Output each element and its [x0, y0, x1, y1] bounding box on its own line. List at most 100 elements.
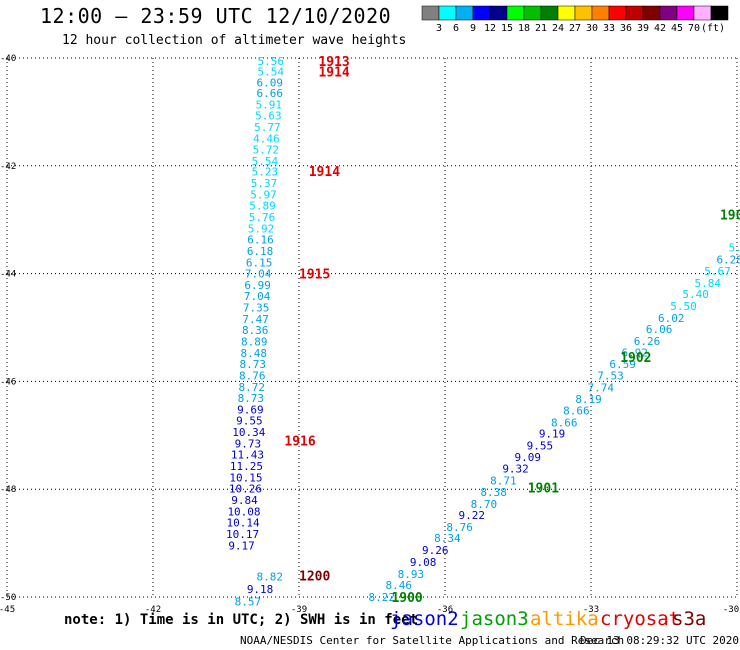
colorbar-label: 21 [535, 23, 547, 34]
time-label: 1901 [528, 482, 559, 497]
colorbar-swatch [608, 5, 627, 21]
time-label: 1914 [309, 165, 340, 180]
colorbar-swatch [693, 5, 712, 21]
colorbar-swatch [574, 5, 593, 21]
swh-value-label: 9.22 [459, 509, 486, 522]
swh-value-label: 8.34 [434, 532, 461, 545]
colorbar-label: 42 [654, 23, 666, 34]
colorbar-swatch [506, 5, 525, 21]
colorbar-swatch [710, 5, 729, 21]
swh-value-label: 10.15 [229, 471, 262, 484]
swh-value-label: 9.17 [228, 539, 255, 552]
x-tick-label: -33 [583, 605, 599, 615]
swh-value-label: 5.50 [670, 300, 697, 313]
swh-value-label: 9.08 [410, 556, 437, 569]
time-label: 1913 [318, 55, 349, 70]
swh-value-label: 5.84 [695, 277, 722, 290]
colorbar-swatch [489, 5, 508, 21]
time-label: 1914 [318, 65, 349, 80]
colorbar-swatch [676, 5, 695, 21]
colorbar-swatch [659, 5, 678, 21]
swh-value-label: 6.09 [257, 76, 284, 89]
swh-value-label: 9.18 [247, 583, 274, 596]
swh-value-label: 6.16 [247, 234, 274, 247]
footer-credit: NOAA/NESDIS Center for Satellite Applica… [240, 634, 625, 647]
footer-timestamp: Dec 13 08:29:32 UTC 2020 [580, 634, 739, 647]
swh-value-label: 8.70 [471, 498, 498, 511]
satellite-altika: altika [530, 608, 599, 630]
swh-value-label: 10.17 [226, 528, 259, 541]
swh-value-label: 10.34 [232, 426, 265, 439]
colorbar-label: 70 [688, 23, 700, 34]
swh-value-label: 8.36 [242, 324, 269, 337]
colorbar-swatch [557, 5, 576, 21]
swh-value-label: 6.26 [634, 335, 661, 348]
swh-value-label: 8.19 [575, 393, 602, 406]
colorbar-label: 15 [501, 23, 513, 34]
swh-value-label: 8.73 [238, 392, 265, 405]
swh-value-label: 6.15 [246, 256, 273, 269]
x-tick-label: -42 [145, 605, 161, 615]
page-subtitle: 12 hour collection of altimeter wave hei… [62, 33, 407, 48]
satellite-jason2: jason2 [390, 608, 459, 630]
swh-value-label: 5.56 [258, 55, 285, 68]
swh-value-label: 8.66 [551, 416, 578, 429]
swh-value-label: 6.06 [646, 323, 673, 336]
y-tick-label: -40 [0, 54, 16, 64]
swh-value-label: 9.19 [539, 428, 566, 441]
y-tick-label: -46 [0, 377, 16, 387]
swh-value-label: 8.76 [446, 521, 473, 534]
swh-value-label: 6.99 [244, 279, 271, 292]
swh-value-label: 8.73 [240, 358, 267, 371]
y-tick-label: -50 [0, 593, 16, 603]
satellite-cryosat: cryosat [600, 608, 681, 630]
swh-value-label: 9.32 [502, 463, 529, 476]
swh-value-label: 10.14 [226, 517, 259, 530]
swh-value-label: 5.92 [248, 222, 275, 235]
swh-value-label: 8.93 [398, 568, 425, 581]
y-tick-label: -42 [0, 162, 16, 172]
colorbar-label: 12 [484, 23, 496, 34]
swh-value-label: 6.02 [658, 312, 685, 325]
colorbar-label: 27 [569, 23, 581, 34]
colorbar-swatch [523, 5, 542, 21]
swh-value-label: 9.09 [514, 451, 541, 464]
colorbar-label: 18 [518, 23, 530, 34]
swh-value-label: 7.53 [597, 369, 624, 382]
page-title: 12:00 — 23:59 UTC 12/10/2020 [40, 4, 392, 28]
swh-value-label: 10.26 [229, 483, 262, 496]
colorbar-swatch [438, 5, 457, 21]
colorbar-label: 33 [603, 23, 615, 34]
x-tick-label: -36 [437, 605, 453, 615]
swh-value-label: 8.38 [480, 486, 507, 499]
colorbar-swatch [642, 5, 661, 21]
x-tick-label: -45 [0, 605, 15, 615]
colorbar-label: 24 [552, 23, 564, 34]
swh-value-label: 5.63 [255, 110, 282, 123]
x-tick-label: -30 [723, 605, 739, 615]
swh-value-label: 9.69 [237, 403, 264, 416]
swh-value-label: 7.74 [587, 381, 614, 394]
swh-value-label: 6.28 [716, 254, 740, 267]
colorbar-swatch [455, 5, 474, 21]
swh-value-label: 5.89 [249, 200, 276, 213]
swh-value-label: 4.46 [253, 132, 280, 145]
colorbar-label: 45 [671, 23, 683, 34]
swh-value-label: 5.38 [729, 242, 740, 255]
colorbar-unit: (ft) [701, 23, 725, 34]
y-tick-label: -44 [0, 270, 16, 280]
swh-value-label: 7.35 [243, 302, 270, 315]
time-label: 1916 [284, 435, 315, 450]
colorbar-label: 6 [453, 23, 459, 34]
swh-value-label: 5.54 [252, 155, 279, 168]
swh-value-label: 8.46 [386, 579, 413, 592]
swh-value-label: 5.67 [704, 265, 731, 278]
time-label: 1900 [391, 591, 422, 606]
time-label: 1915 [299, 268, 330, 283]
swh-value-label: 8.71 [490, 475, 517, 488]
swh-value-label: 6.66 [257, 87, 284, 100]
swh-value-label: 5.77 [254, 121, 281, 134]
colorbar-swatch [540, 5, 559, 21]
time-label: 1200 [299, 569, 330, 584]
